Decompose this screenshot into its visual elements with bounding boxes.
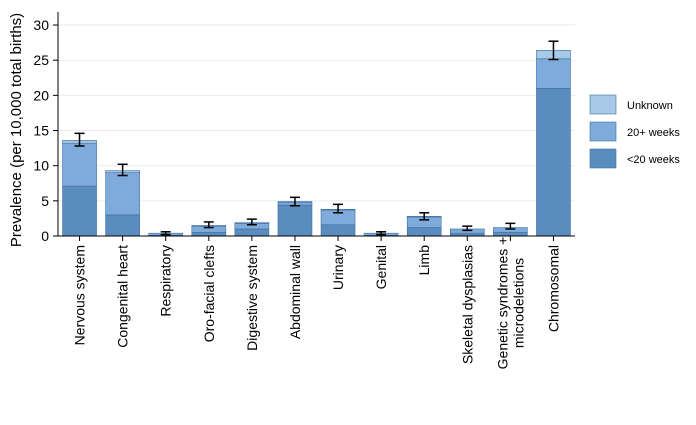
legend-swatch: [589, 94, 617, 115]
bar-segment: [105, 172, 140, 216]
bar-segment: [277, 204, 313, 237]
grid-lines: [58, 24, 575, 237]
y-tick-label: 0: [41, 228, 49, 244]
y-tick-label: 30: [33, 17, 49, 33]
y-tick-label: 10: [33, 158, 49, 174]
x-tick-label: Skeletal dysplasias: [459, 245, 475, 364]
legend: Unknown 20+ weeks <20 weeks: [589, 94, 680, 169]
x-tick-label: Respiratory: [158, 245, 174, 317]
x-tick-label: Genetic syndromes +microdeletions: [494, 237, 526, 370]
y-tick-label: 15: [33, 123, 49, 139]
bar-segment: [493, 232, 528, 237]
legend-label: Unknown: [627, 100, 673, 112]
y-tick-label: 25: [33, 52, 49, 68]
x-tick-label: Abdominal wall: [287, 245, 303, 339]
bar-segment: [536, 58, 571, 89]
bar-segment: [191, 232, 227, 237]
x-tick-label: Oro-facial clefts: [201, 245, 217, 342]
bar-segment: [320, 224, 356, 237]
bar-segment: [62, 185, 97, 237]
x-tick-label: Chromosomal: [545, 245, 561, 332]
x-tick-label-line: Genetic syndromes +: [494, 237, 510, 370]
legend-swatch: [589, 148, 617, 169]
bar-segment: [406, 227, 442, 237]
legend-label: 20+ weeks: [627, 127, 680, 139]
axes: 0 5 10 15 20 25 30 Nervous system Congenital hea…: [33, 12, 575, 369]
x-tick-label: Digestive system: [244, 245, 260, 351]
y-tick-label: 5: [41, 193, 49, 209]
y-axis-label: Prevalence (per 10,000 total births): [8, 13, 25, 247]
x-tick-label: Genital: [373, 245, 389, 289]
bar-segment: [105, 214, 140, 237]
y-tick-label: 20: [33, 87, 49, 103]
bars: [62, 50, 571, 237]
error-bars: [74, 40, 559, 236]
bar-segment: [234, 228, 270, 237]
legend-label: <20 weeks: [627, 154, 680, 166]
x-tick-label: Limb: [416, 245, 432, 276]
x-tick-label-line: microdeletions: [510, 258, 526, 348]
bar-segment: [536, 88, 571, 237]
x-tick-label: Urinary: [330, 245, 346, 290]
legend-swatch: [589, 121, 617, 142]
bar-segment: [62, 142, 97, 187]
x-tick-label: Nervous system: [72, 245, 88, 345]
x-tick-label: Congenital heart: [115, 245, 131, 348]
